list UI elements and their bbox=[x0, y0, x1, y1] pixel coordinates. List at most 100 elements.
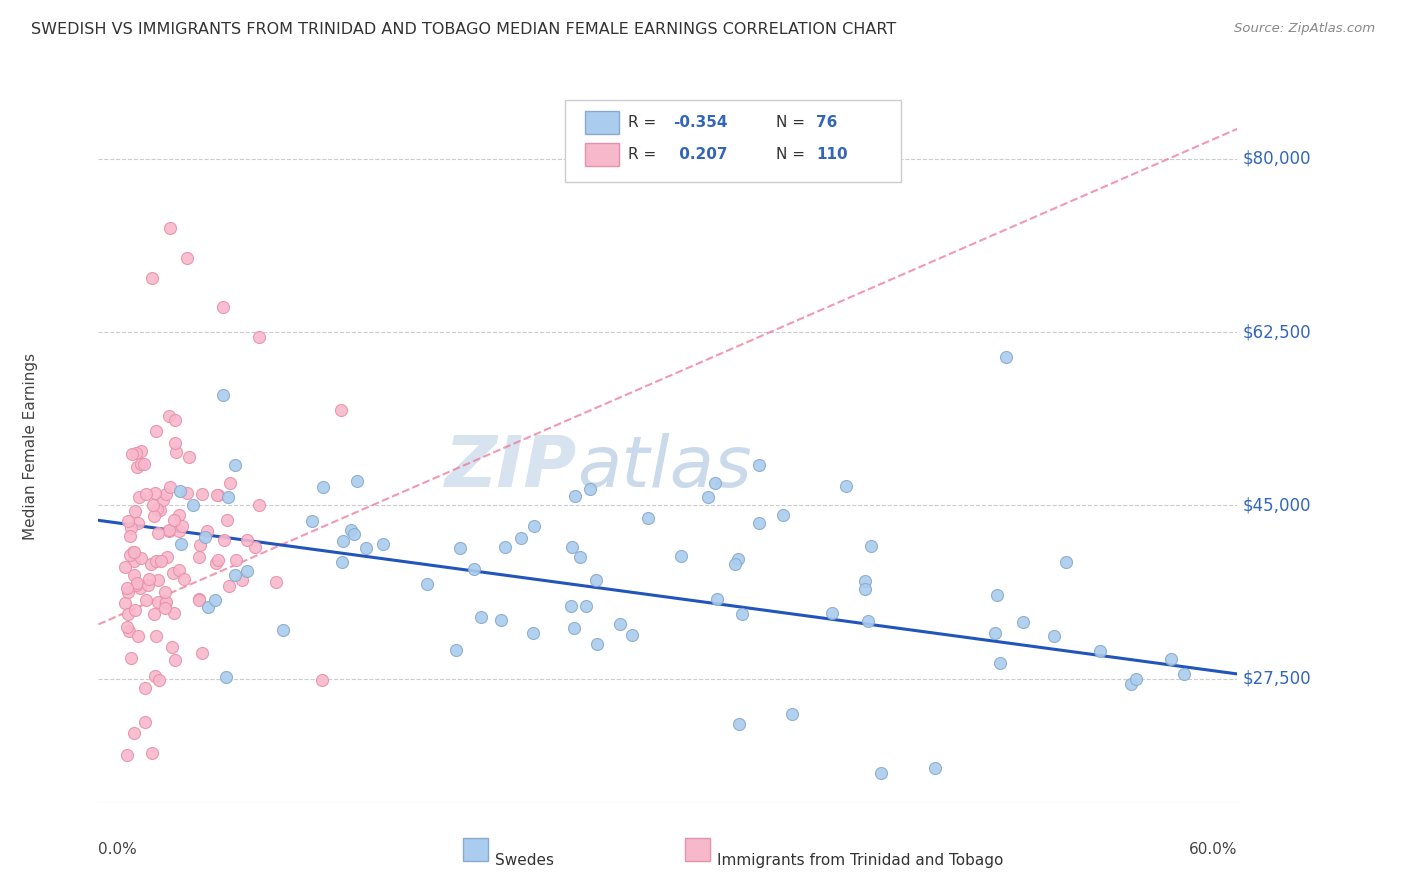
Point bbox=[157, 409, 180, 423]
Point bbox=[1042, 629, 1064, 643]
Point bbox=[494, 541, 516, 555]
Text: SWEDISH VS IMMIGRANTS FROM TRINIDAD AND TOBAGO MEDIAN FEMALE EARNINGS CORRELATIO: SWEDISH VS IMMIGRANTS FROM TRINIDAD AND … bbox=[31, 22, 896, 37]
Point bbox=[1160, 651, 1182, 665]
Point bbox=[122, 726, 145, 740]
Point bbox=[703, 476, 725, 491]
Point bbox=[994, 350, 1017, 364]
Point bbox=[142, 499, 165, 513]
Point bbox=[120, 651, 142, 665]
Point bbox=[236, 533, 259, 548]
Point bbox=[176, 251, 198, 265]
Point bbox=[129, 444, 152, 458]
Text: ZIP: ZIP bbox=[444, 433, 576, 502]
Point bbox=[731, 607, 754, 621]
Point bbox=[924, 761, 946, 775]
Point bbox=[748, 516, 770, 531]
Point bbox=[188, 538, 211, 552]
Point bbox=[217, 490, 239, 504]
Point bbox=[195, 524, 218, 538]
Text: $80,000: $80,000 bbox=[1243, 150, 1312, 168]
Point bbox=[187, 593, 209, 607]
Point bbox=[153, 600, 176, 615]
Point bbox=[141, 746, 163, 760]
Point bbox=[138, 573, 160, 587]
Point bbox=[706, 591, 728, 606]
Text: R =: R = bbox=[628, 115, 661, 130]
Point bbox=[247, 330, 270, 344]
Point bbox=[121, 447, 143, 461]
Point bbox=[870, 766, 893, 780]
Point bbox=[117, 582, 139, 596]
Point bbox=[159, 221, 181, 235]
Point bbox=[153, 585, 176, 599]
Point bbox=[128, 581, 150, 595]
Point bbox=[373, 536, 395, 550]
Point bbox=[124, 554, 146, 568]
Text: Source: ZipAtlas.com: Source: ZipAtlas.com bbox=[1234, 22, 1375, 36]
Point bbox=[330, 403, 353, 417]
Point bbox=[247, 498, 270, 512]
Point bbox=[1088, 644, 1111, 658]
Point bbox=[346, 475, 368, 489]
Point bbox=[132, 457, 155, 471]
Point bbox=[145, 629, 167, 643]
Point bbox=[231, 573, 253, 587]
Point bbox=[129, 457, 152, 471]
Point bbox=[148, 595, 170, 609]
Point bbox=[114, 596, 136, 610]
Point bbox=[159, 479, 181, 493]
Point bbox=[834, 479, 856, 493]
Point bbox=[122, 545, 145, 559]
Point bbox=[143, 486, 166, 500]
Point bbox=[585, 573, 607, 587]
Point bbox=[139, 557, 162, 571]
Point bbox=[124, 567, 146, 582]
Point bbox=[149, 503, 172, 517]
Point bbox=[194, 530, 217, 544]
Point bbox=[218, 578, 240, 592]
Point bbox=[125, 576, 148, 591]
Point bbox=[156, 550, 179, 565]
Text: 0.207: 0.207 bbox=[673, 146, 727, 161]
Point bbox=[212, 533, 235, 547]
Point bbox=[124, 504, 146, 518]
Text: atlas: atlas bbox=[576, 433, 751, 502]
Point bbox=[853, 574, 876, 588]
Point bbox=[155, 595, 177, 609]
Point bbox=[463, 562, 485, 576]
Point bbox=[157, 524, 180, 539]
Point bbox=[523, 519, 546, 533]
Point bbox=[212, 300, 235, 314]
Point bbox=[146, 502, 169, 516]
Point bbox=[122, 545, 145, 559]
Point bbox=[183, 499, 205, 513]
Point bbox=[129, 550, 152, 565]
Point bbox=[170, 518, 193, 533]
Point bbox=[621, 628, 644, 642]
Point bbox=[727, 551, 749, 566]
Point bbox=[187, 549, 209, 564]
Point bbox=[330, 555, 353, 569]
Text: Swedes: Swedes bbox=[495, 853, 554, 868]
Text: R =: R = bbox=[628, 146, 661, 161]
Point bbox=[143, 509, 166, 524]
Point bbox=[264, 575, 287, 590]
Point bbox=[120, 521, 142, 535]
Point bbox=[117, 514, 139, 528]
Text: N =: N = bbox=[776, 146, 810, 161]
Point bbox=[163, 653, 186, 667]
Point bbox=[146, 525, 169, 540]
Point bbox=[135, 487, 157, 501]
Point bbox=[169, 563, 191, 577]
FancyBboxPatch shape bbox=[565, 100, 901, 182]
Point bbox=[188, 592, 211, 607]
Point bbox=[1125, 672, 1147, 686]
Point bbox=[191, 487, 214, 501]
Point bbox=[859, 539, 882, 553]
Point bbox=[117, 585, 139, 599]
Point bbox=[134, 681, 156, 695]
Point bbox=[205, 488, 228, 502]
Point bbox=[856, 614, 879, 628]
Point bbox=[170, 537, 193, 551]
Point bbox=[148, 673, 170, 687]
